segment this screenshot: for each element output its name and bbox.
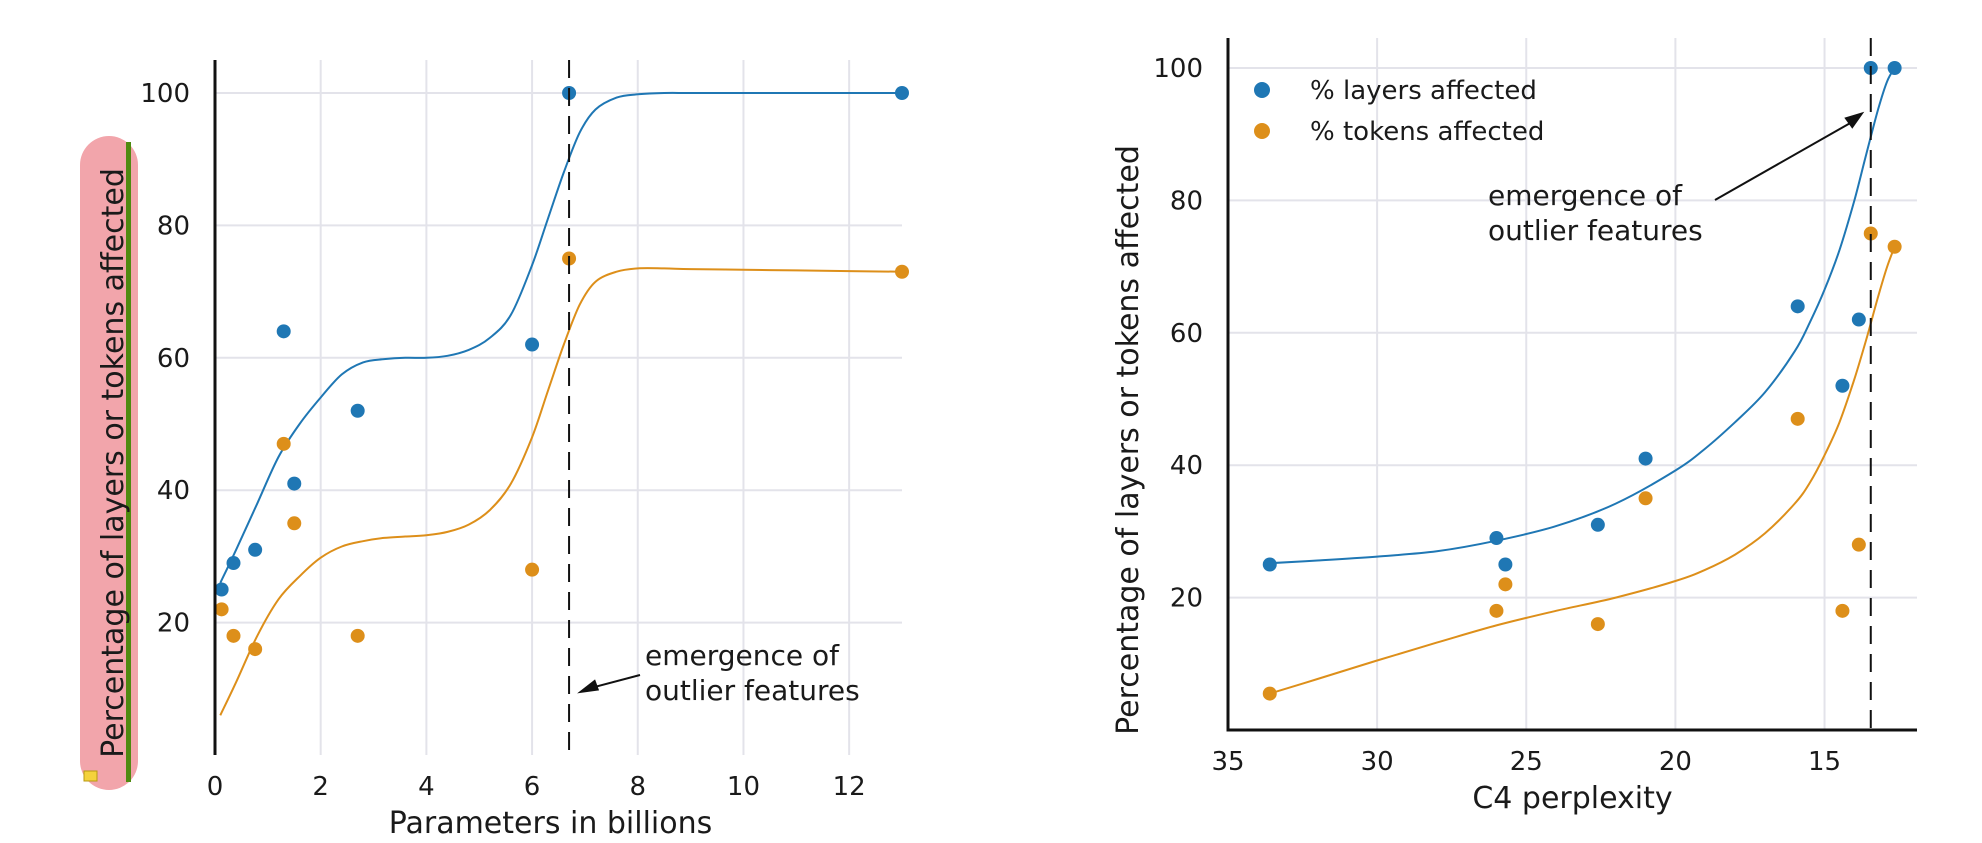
- point-layers: [248, 542, 263, 557]
- y-tick-label: 40: [157, 476, 190, 506]
- point-layers: [1835, 378, 1850, 393]
- y-axis-label: Percentage of layers or tokens affected: [96, 168, 131, 758]
- x-tick-label: 2: [312, 772, 329, 802]
- legend-label-tokens: % tokens affected: [1310, 117, 1544, 147]
- point-tokens: [1887, 239, 1902, 254]
- y-tick-label: 20: [1170, 584, 1203, 614]
- point-layers: [525, 337, 540, 352]
- annotation-text-line2: outlier features: [645, 674, 860, 707]
- point-layers: [350, 403, 365, 418]
- point-tokens: [1590, 617, 1605, 632]
- point-tokens: [276, 436, 291, 451]
- fit-line-tokens: [219, 267, 903, 716]
- point-layers: [214, 582, 229, 597]
- annotation-arrow: [588, 674, 641, 690]
- legend-label-layers: % layers affected: [1310, 76, 1537, 106]
- x-axis-label: C4 perplexity: [1472, 781, 1672, 816]
- y-tick-label: 100: [140, 79, 190, 109]
- point-layers: [1638, 451, 1653, 466]
- point-tokens: [1489, 603, 1504, 618]
- annotation-text-line1: emergence of: [645, 639, 840, 672]
- y-tick-label: 80: [157, 211, 190, 241]
- x-tick-label: 6: [524, 772, 541, 802]
- y-tick-label: 80: [1170, 186, 1203, 216]
- fit-line-layers: [1269, 67, 1896, 565]
- y-tick-label: 20: [157, 609, 190, 639]
- point-layers: [1498, 557, 1513, 572]
- point-tokens: [226, 628, 241, 643]
- x-axis-label: Parameters in billions: [389, 806, 713, 841]
- point-tokens: [1851, 537, 1866, 552]
- y-tick-label: 60: [157, 344, 190, 374]
- point-layers: [1489, 531, 1504, 546]
- point-layers: [287, 476, 302, 491]
- annotation-arrowhead: [577, 679, 600, 694]
- point-tokens: [214, 602, 229, 617]
- point-tokens: [1498, 577, 1513, 592]
- annotation-arrow: [1714, 119, 1855, 201]
- left-chart: 0 2 4 6 8 10 12 20 40 60 80 100 emergence of outlie…: [96, 60, 909, 841]
- point-layers: [895, 86, 909, 100]
- annotation-text-line1: emergence of: [1488, 179, 1683, 212]
- x-tick-label: 4: [418, 772, 435, 802]
- point-tokens: [248, 642, 263, 657]
- point-layers: [1262, 557, 1277, 572]
- x-tick-label: 8: [629, 772, 646, 802]
- point-tokens: [1790, 411, 1805, 426]
- point-layers: [1790, 299, 1805, 314]
- x-tick-label: 10: [727, 772, 760, 802]
- point-tokens: [287, 516, 302, 531]
- y-tick-label: 100: [1153, 54, 1203, 84]
- y-axis-label: Percentage of layers or tokens affected: [1111, 145, 1146, 735]
- y-tick-label: 40: [1170, 451, 1203, 481]
- x-tick-label: 20: [1659, 747, 1692, 777]
- legend-marker-tokens: [1254, 123, 1270, 139]
- point-tokens: [1262, 686, 1277, 701]
- x-tick-label: 30: [1361, 747, 1394, 777]
- point-layers: [276, 324, 291, 339]
- point-tokens: [350, 628, 365, 643]
- point-layers: [1590, 517, 1605, 532]
- x-tick-label: 25: [1510, 747, 1543, 777]
- point-tokens: [525, 562, 540, 577]
- legend-marker-layers: [1254, 82, 1270, 98]
- point-layers: [1887, 61, 1902, 75]
- point-tokens: [1638, 491, 1653, 506]
- annotation-text-line2: outlier features: [1488, 214, 1703, 247]
- ylabel-highlight-decoration: [80, 136, 138, 790]
- fit-line-layers: [219, 91, 902, 584]
- point-layers: [226, 556, 241, 571]
- x-tick-label: 15: [1808, 747, 1841, 777]
- annotation-arrowhead: [1844, 111, 1865, 129]
- x-tick-label: 35: [1211, 747, 1244, 777]
- legend: % layers affected % tokens affected: [1254, 76, 1544, 147]
- point-tokens: [1863, 226, 1878, 241]
- point-tokens: [1835, 603, 1850, 618]
- x-tick-label: 12: [833, 772, 866, 802]
- point-layers: [1851, 312, 1866, 327]
- annotation: emergence of outlier features: [1488, 111, 1865, 247]
- annotation: emergence of outlier features: [577, 639, 860, 707]
- right-chart: 35 30 25 20 15 20 40 60 80 100 emergence of outli…: [1111, 38, 1917, 816]
- fit-line-tokens: [1269, 246, 1896, 695]
- point-tokens: [895, 264, 909, 279]
- x-tick-label: 0: [207, 772, 224, 802]
- y-tick-label: 60: [1170, 319, 1203, 349]
